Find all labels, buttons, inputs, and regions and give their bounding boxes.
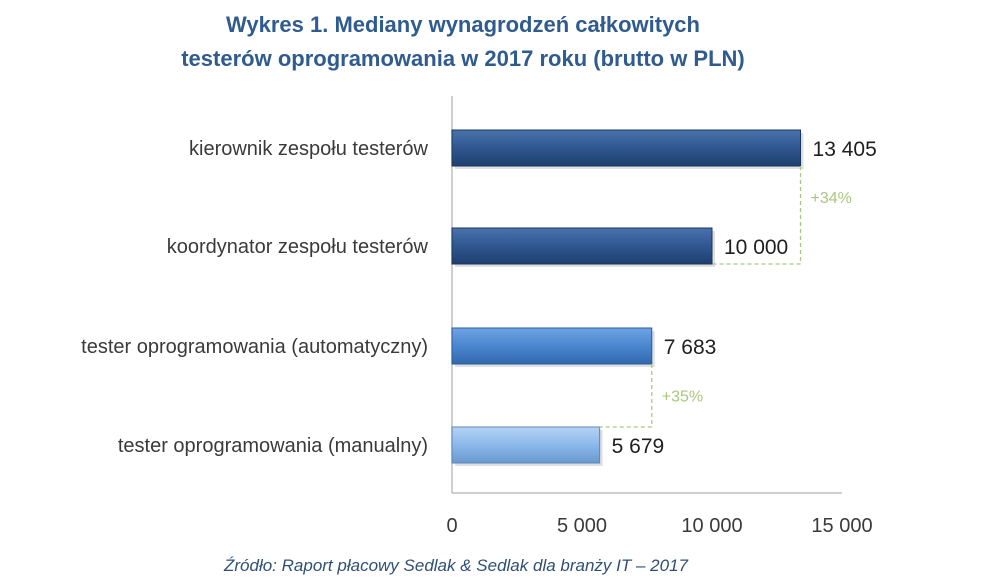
x-tick-label-2: 10 000 [681,515,742,537]
bar-1 [451,227,713,265]
source-note: Źródło: Raport płacowy Sedlak & Sedlak d… [223,556,689,575]
category-label-0: kierownik zespołu testerów [189,138,429,160]
value-label-1: 10 000 [724,236,788,259]
plot-area: 0 5 000 10 000 15 000 kierownik zespołu test… [81,96,877,537]
category-label-3: tester oprogramowania (manualny) [118,435,428,457]
chart-title-line-2: testerów oprogramowania w 2017 roku (bru… [181,46,745,71]
value-label-2: 7 683 [664,336,717,359]
bar-3 [451,426,601,464]
x-tick-label-3: 15 000 [811,515,872,537]
chart-title-line-1: Wykres 1. Mediany wynagrodzeń całkowityc… [226,12,700,37]
annotation-bracket-1 [599,364,653,428]
annotation-label-1: +35% [662,389,703,406]
bar-2 [451,327,653,365]
bar-0 [451,129,802,167]
value-label-3: 5 679 [612,435,665,458]
category-label-1: koordynator zespołu testerów [167,236,429,258]
annotation-label-0: +34% [811,190,852,207]
category-label-2: tester oprogramowania (automatyczny) [81,336,428,358]
x-tick-label-0: 0 [446,515,457,537]
value-label-0: 13 405 [813,138,877,161]
annotation-bracket-0 [712,166,802,265]
x-tick-label-1: 5 000 [557,515,607,537]
